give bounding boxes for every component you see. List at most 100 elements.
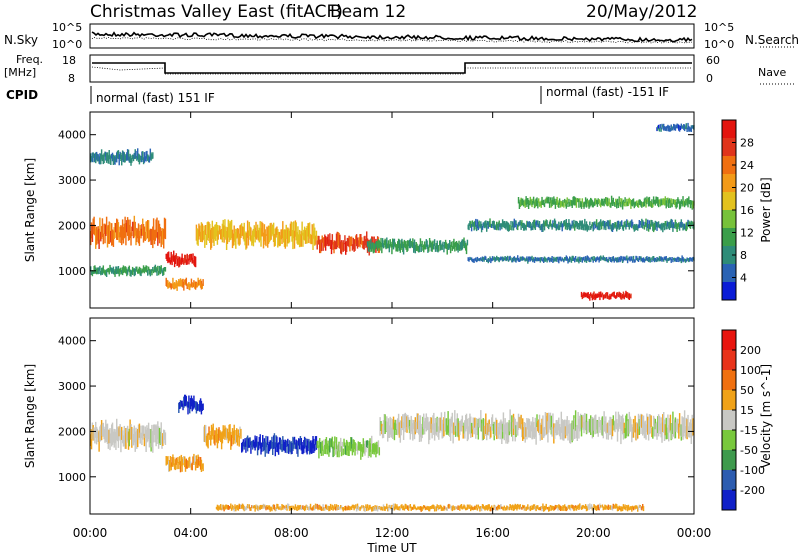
power-cell <box>134 221 136 236</box>
power-cell <box>169 283 172 288</box>
power-cell <box>609 202 611 208</box>
power-cell <box>141 151 143 162</box>
power-cell <box>264 229 266 245</box>
velocity-cell <box>288 504 290 508</box>
power-cell <box>362 241 365 250</box>
velocity-cell <box>655 423 657 437</box>
velocity-cell <box>269 506 271 512</box>
power-cell <box>157 232 159 246</box>
velocity-cell <box>528 419 531 438</box>
velocity-cell <box>450 416 453 427</box>
power-cell <box>607 201 610 206</box>
velocity-cell <box>213 435 215 444</box>
power-cell <box>530 257 532 261</box>
power-cell <box>630 293 632 299</box>
power-cell <box>623 201 625 207</box>
cpid-panel: CPID normal (fast) 151 IF normal (fast) … <box>6 85 669 105</box>
velocity-cell <box>465 507 468 511</box>
velocity-cell <box>195 401 198 414</box>
velocity-cell <box>131 428 134 446</box>
velocity-cell <box>246 504 249 509</box>
power-cell <box>177 281 179 287</box>
xtick-label: 00:00 <box>73 526 108 540</box>
velocity-cell <box>259 434 261 449</box>
power-cell <box>657 124 660 129</box>
power-cell <box>96 229 99 241</box>
velocity-cell <box>423 413 425 429</box>
power-cell <box>573 257 575 261</box>
velocity-cell <box>111 424 113 447</box>
power-cell <box>141 268 143 274</box>
power-cell <box>674 219 677 227</box>
power-cell <box>618 224 620 230</box>
power-cell <box>344 235 346 245</box>
velocity-cell <box>482 504 485 509</box>
power-cell <box>324 236 327 251</box>
power-cell <box>502 257 505 262</box>
power-cell <box>119 268 121 273</box>
power-cell <box>600 219 602 227</box>
power-cell <box>558 256 561 261</box>
power-cell <box>121 270 123 274</box>
velocity-cell <box>475 418 478 431</box>
power-cell <box>597 198 599 205</box>
power-cell <box>681 222 683 228</box>
velocity-cell <box>408 505 411 508</box>
velocity-cell <box>418 506 420 510</box>
power-cell <box>579 257 582 262</box>
xtick-label: 00:00 <box>677 526 712 540</box>
power-cell <box>163 267 165 275</box>
power-cell <box>631 259 634 263</box>
power-cell <box>434 245 437 252</box>
power-cell <box>676 123 678 129</box>
power-cell <box>517 197 520 204</box>
velocity-cell <box>143 433 146 447</box>
power-cell <box>663 198 665 205</box>
velocity-cell <box>369 438 371 452</box>
power-cell <box>488 259 490 262</box>
velocity-cell <box>475 506 477 510</box>
velocity-cell <box>422 416 424 435</box>
velocity-cell <box>315 504 318 508</box>
power-cell <box>611 292 614 297</box>
velocity-cell <box>199 457 202 470</box>
power-cell <box>551 197 553 207</box>
velocity-cell <box>601 504 604 508</box>
velocity-cell <box>182 403 184 411</box>
velocity-cell <box>523 505 526 511</box>
power-cell <box>269 223 271 241</box>
velocity-cell <box>387 507 390 512</box>
power-cell <box>655 196 657 204</box>
power-cell <box>679 125 682 131</box>
power-cell <box>135 230 137 246</box>
power-cell <box>261 221 263 237</box>
power-cell <box>147 220 150 243</box>
velocity-cell <box>621 506 624 511</box>
velocity-cell <box>579 413 582 430</box>
velocity-cell <box>133 425 136 443</box>
velocity-cell <box>525 506 527 511</box>
power-cell <box>564 199 567 207</box>
velocity-cell <box>229 424 231 442</box>
power-cell <box>565 255 568 261</box>
velocity-cell <box>640 413 642 434</box>
power-cell <box>194 281 197 290</box>
power-cell <box>635 223 637 231</box>
velocity-cell <box>350 506 353 510</box>
power-cell <box>247 230 250 246</box>
power-cell <box>620 255 622 262</box>
velocity-cell <box>170 462 172 471</box>
power-cell <box>584 197 587 205</box>
velocity-cell <box>391 504 393 509</box>
power-cell <box>645 218 647 228</box>
power-cell <box>680 219 683 228</box>
power-cell <box>324 234 326 247</box>
power-cell <box>582 202 584 207</box>
power-cell <box>422 245 424 251</box>
power-cell <box>170 283 172 290</box>
power-cell <box>608 256 610 260</box>
power-cell <box>543 257 545 263</box>
velocity-cell <box>226 505 229 510</box>
power-cell <box>598 291 600 297</box>
power-cell <box>594 257 596 261</box>
